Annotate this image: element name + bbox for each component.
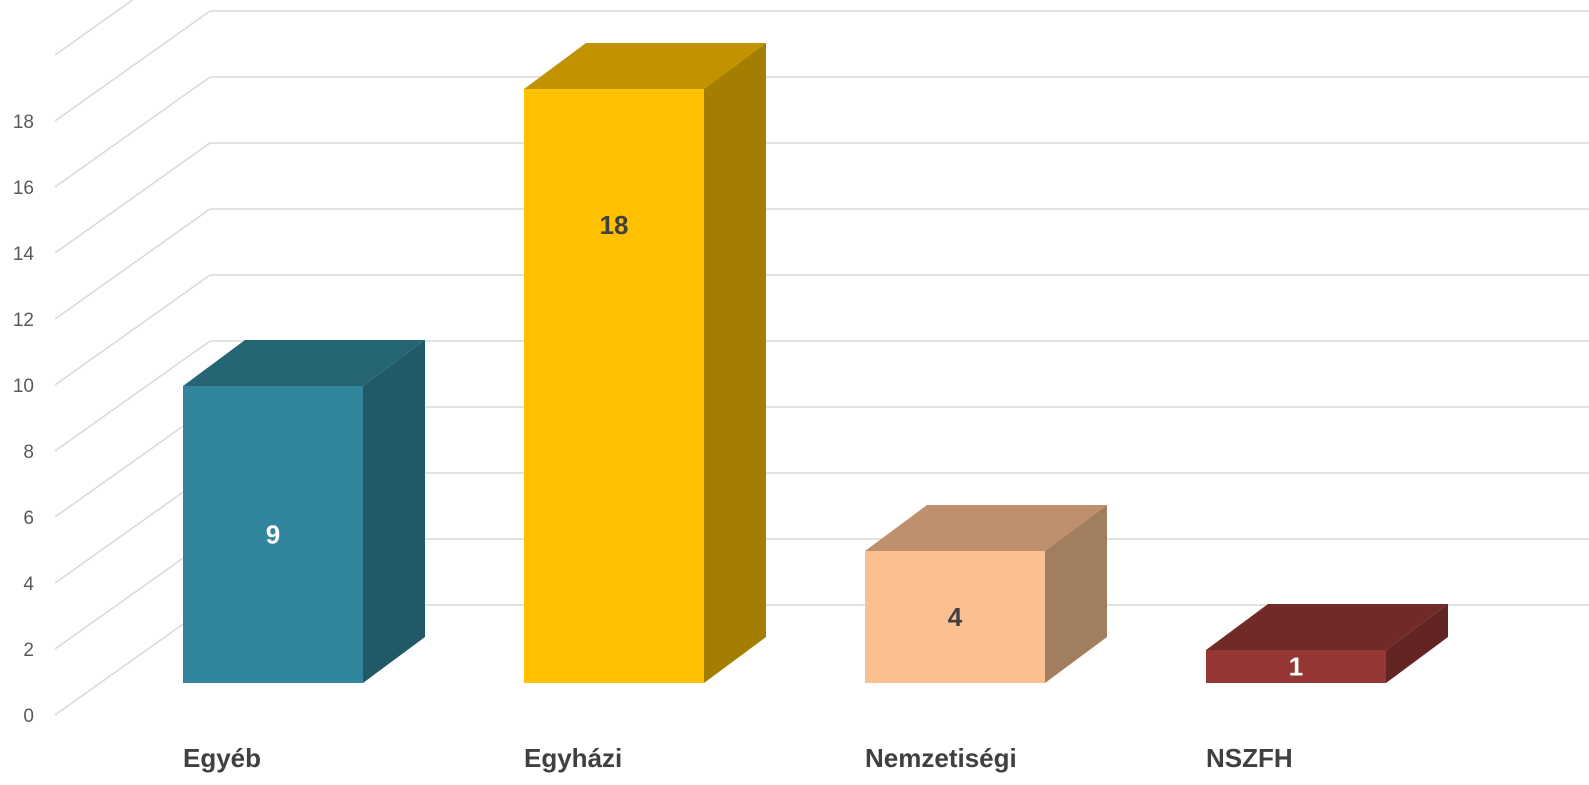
gridline-depth (54, 0, 134, 56)
bar-front-face (183, 386, 363, 683)
bar-top-face (865, 505, 1107, 551)
bar: 9 (183, 340, 425, 683)
bar-front-face (865, 551, 1045, 683)
gridlines (54, 0, 1589, 716)
gridline-depth (54, 142, 211, 254)
y-tick-label: 18 (13, 112, 34, 133)
y-tick-label: 8 (23, 442, 34, 463)
bar-top-face (1206, 604, 1448, 650)
bar: 4 (865, 505, 1107, 683)
bar-side-face (1045, 505, 1107, 683)
y-tick-label: 12 (13, 310, 34, 331)
x-category-label: NSZFH (1206, 743, 1293, 773)
bars: 9 18 4 1 (183, 43, 1448, 683)
y-axis-ticks: 0 2 4 6 8 10 12 14 16 18 (13, 112, 35, 727)
bar: 1 (1206, 604, 1448, 683)
gridline-depth (54, 340, 211, 452)
gridline-depth (54, 76, 211, 188)
y-tick-label: 2 (23, 640, 34, 661)
x-axis-labels: Egyéb Egyházi Nemzetiségi NSZFH (183, 743, 1293, 773)
gridline-depth (54, 274, 211, 386)
data-label: 1 (1289, 652, 1303, 682)
bar: 18 (524, 43, 766, 683)
bar-top-face (524, 43, 766, 89)
y-tick-label: 4 (23, 574, 34, 595)
y-tick-label: 10 (13, 376, 34, 397)
y-tick-label: 6 (23, 508, 34, 529)
data-label: 18 (600, 210, 629, 240)
data-label: 4 (948, 602, 963, 632)
x-category-label: Egyéb (183, 743, 261, 773)
y-tick-label: 14 (13, 244, 35, 265)
y-tick-label: 16 (13, 178, 34, 199)
gridline-depth (54, 10, 211, 122)
bar-top-face (183, 340, 425, 386)
bar-side-face (704, 43, 766, 683)
data-label: 9 (266, 520, 280, 550)
bar-side-face (363, 340, 425, 683)
gridline-depth (54, 208, 211, 320)
bar-front-face (1206, 650, 1386, 683)
bar-front-face (524, 89, 704, 683)
x-category-label: Nemzetiségi (865, 743, 1017, 773)
x-category-label: Egyházi (524, 743, 622, 773)
bar-side-face (1386, 604, 1448, 683)
y-tick-label: 0 (23, 706, 34, 727)
